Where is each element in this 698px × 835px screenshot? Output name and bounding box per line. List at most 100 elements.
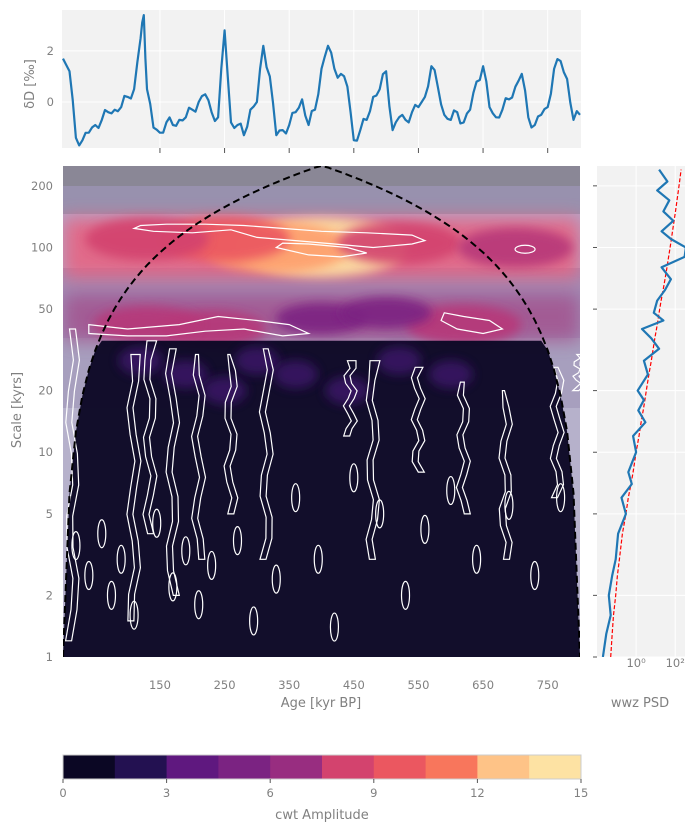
psd-yticks xyxy=(593,185,597,658)
scalogram-inner-feature xyxy=(377,346,422,375)
contour-oval xyxy=(420,514,430,544)
colorbar-frame xyxy=(62,754,582,780)
contour-oval xyxy=(97,519,107,549)
colorbar: 0 3 6 9 12 15 cwt Amplitude xyxy=(59,754,588,823)
colorbar-cell xyxy=(477,755,530,779)
contour-oval xyxy=(129,600,139,630)
contour-100kyr xyxy=(131,223,427,249)
contour-100kyr-inner xyxy=(274,242,367,258)
contour-oval xyxy=(400,580,411,610)
colorbar-cell xyxy=(270,755,323,779)
scalogram-ytick-label: 5 xyxy=(46,507,53,521)
scalogram-xtick-label: 150 xyxy=(149,678,171,692)
contour-squiggle xyxy=(258,348,274,560)
contour-oval xyxy=(504,490,514,521)
contour-oval xyxy=(232,526,243,556)
scalogram-xtick-label: 750 xyxy=(537,678,559,692)
scalogram-feature xyxy=(340,297,432,329)
colorbar-cell xyxy=(63,755,116,779)
scalogram-xlabel: Age [kyr BP] xyxy=(281,696,361,711)
contour-oval xyxy=(375,499,385,529)
timeseries-line xyxy=(62,14,581,147)
contour-squiggle xyxy=(498,390,513,560)
contour-squiggle xyxy=(455,381,472,515)
timeseries-ytick-label: 2 xyxy=(47,44,54,58)
cone-of-influence-line xyxy=(63,166,580,657)
scalogram-feature xyxy=(93,306,201,344)
contour-oval xyxy=(84,560,94,591)
contour-squiggle xyxy=(365,360,381,560)
contour-oval xyxy=(116,544,126,574)
contour-oval xyxy=(71,530,81,561)
contour-oval xyxy=(207,550,217,581)
colorbar-label: cwt Amplitude xyxy=(275,808,369,823)
colorbar-tick-label: 12 xyxy=(470,786,485,800)
scalogram-inner-feature xyxy=(428,360,473,389)
scalogram-xtick-label: 450 xyxy=(343,678,365,692)
scalogram-panel: 1 2 5 10 20 50 100 200 150 250 350 450 550 650 750 Ag… xyxy=(10,166,580,711)
contour-oval xyxy=(329,612,340,642)
contour-oval xyxy=(249,606,259,636)
scalogram-xticks: 150 250 350 450 550 650 750 xyxy=(149,678,559,692)
contour-oval xyxy=(152,508,162,538)
scalogram-ytick-label: 1 xyxy=(46,650,53,664)
contour-oval xyxy=(181,536,191,566)
scalogram-inner-feature xyxy=(118,346,163,375)
scalogram-ytick-label: 100 xyxy=(31,240,53,254)
psd-xtick-label: 10² xyxy=(666,656,685,670)
scalogram-yticks: 1 2 5 10 20 50 100 200 xyxy=(31,179,53,664)
contour-oval xyxy=(194,590,204,620)
colorbar-tick-label: 3 xyxy=(163,786,170,800)
psd-reference-line xyxy=(610,169,682,657)
contour-oval xyxy=(313,544,323,574)
contour-oval xyxy=(291,483,301,513)
scalogram-inner-feature xyxy=(325,376,370,405)
colorbar-tick-label: 9 xyxy=(370,786,377,800)
contour-squiggle xyxy=(410,366,426,473)
scalogram-xtick-label: 550 xyxy=(407,678,429,692)
scalogram-xtick-label: 350 xyxy=(278,678,300,692)
scalogram-inner-feature xyxy=(234,346,279,375)
contour-oval xyxy=(106,580,117,610)
timeseries-panel: 02 δD [‰] xyxy=(23,10,581,153)
psd-xlabel: wwz PSD xyxy=(611,696,669,711)
colorbar-tick-label: 6 xyxy=(267,786,274,800)
scalogram-ytick-label: 200 xyxy=(31,179,53,193)
psd-line xyxy=(601,168,685,657)
timeseries-ytick-label: 0 xyxy=(47,95,54,109)
colorbar-cells xyxy=(63,755,582,779)
colorbar-tick-label: 0 xyxy=(59,786,66,800)
contour-oval xyxy=(446,475,456,506)
scalogram-feature xyxy=(337,221,461,265)
cone-of-influence-fill xyxy=(63,340,580,657)
scalogram-xtick-label: 250 xyxy=(214,678,236,692)
colorbar-tick-label: 15 xyxy=(574,786,589,800)
psd-xticks: 10⁰ 10² xyxy=(626,656,684,670)
scalogram-ytick-label: 50 xyxy=(38,302,53,316)
contour-squiggle xyxy=(342,360,358,437)
timeseries-yticks: 02 xyxy=(47,44,54,109)
contour-squiggle xyxy=(223,353,239,515)
scalogram-feature xyxy=(85,217,209,261)
scalogram-inner-feature xyxy=(273,360,318,389)
colorbar-cell xyxy=(166,755,219,779)
scalogram-xtick-label: 650 xyxy=(472,678,494,692)
colorbar-cell xyxy=(114,755,168,779)
contour-small xyxy=(514,244,536,254)
contour-squiggle xyxy=(126,353,142,622)
colorbar-cell xyxy=(425,755,478,779)
contour-squiggle xyxy=(190,353,207,560)
contour-oval xyxy=(530,560,540,591)
contour-squiggle xyxy=(64,328,81,642)
contour-squiggle xyxy=(571,353,580,392)
contour-40kyr-right xyxy=(440,312,504,335)
psd-panel: 10⁰ 10² wwz PSD xyxy=(593,166,685,711)
psd-grid xyxy=(597,166,685,658)
colorbar-cell xyxy=(373,755,427,779)
scalogram-ytick-label: 2 xyxy=(46,588,53,602)
colorbar-ticks: 0 3 6 9 12 15 xyxy=(59,779,588,800)
colorbar-cell xyxy=(529,755,582,779)
scalogram-inner-features xyxy=(118,346,473,405)
contour-40kyr xyxy=(88,315,311,337)
